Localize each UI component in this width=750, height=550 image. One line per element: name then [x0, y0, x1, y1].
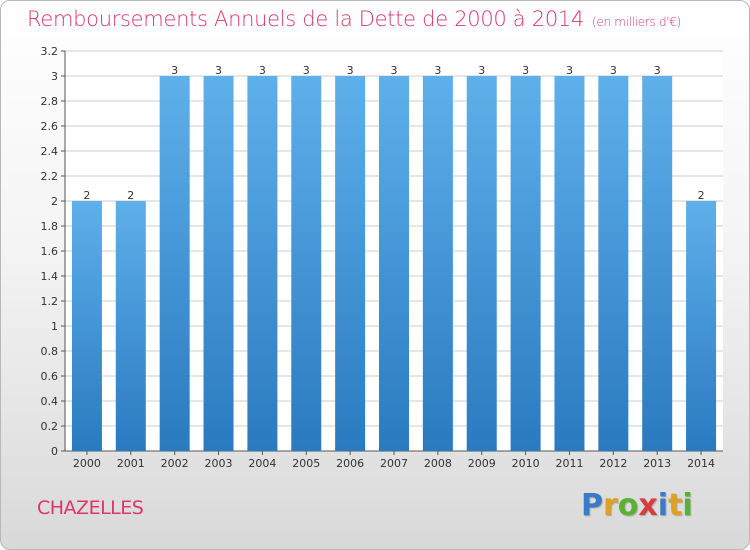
data-label-2003: 3: [215, 64, 222, 77]
y-tick-label: 0: [51, 445, 58, 458]
x-tick-label-2010: 2010: [512, 457, 540, 470]
bar-2009: [466, 76, 497, 451]
bar-2006: [335, 76, 366, 451]
y-tick-label: 0.8: [41, 345, 59, 358]
y-tick-label: 0.6: [41, 370, 59, 383]
y-tick-label: 2.2: [41, 170, 59, 183]
x-tick-label-2012: 2012: [599, 457, 627, 470]
y-tick-label: 0.4: [41, 395, 59, 408]
y-tick-label: 2.6: [41, 120, 59, 133]
y-tick-label: 1.6: [41, 245, 59, 258]
data-label-2008: 3: [434, 64, 441, 77]
bar-2003: [203, 76, 234, 451]
bar-2002: [159, 76, 190, 451]
commune-name: CHAZELLES: [37, 497, 144, 519]
bar-2013: [642, 76, 673, 451]
y-tick-label: 1.4: [41, 270, 59, 283]
bar-2010: [510, 76, 541, 451]
data-label-2011: 3: [566, 64, 573, 77]
bar-2004: [247, 76, 278, 451]
data-label-2005: 3: [303, 64, 310, 77]
data-label-2006: 3: [347, 64, 354, 77]
x-tick-label-2005: 2005: [292, 457, 320, 470]
bar-2000: [71, 201, 102, 451]
y-tick-label: 2.4: [41, 145, 59, 158]
y-tick-label: 2.8: [41, 95, 59, 108]
x-tick-label-2007: 2007: [380, 457, 408, 470]
bar-2011: [554, 76, 585, 451]
data-label-2013: 3: [654, 64, 661, 77]
x-tick-label-2004: 2004: [248, 457, 276, 470]
x-tick-label-2008: 2008: [424, 457, 452, 470]
data-label-2002: 3: [171, 64, 178, 77]
bar-2014: [686, 201, 717, 451]
y-tick-label: 1: [51, 320, 58, 333]
x-tick-label-2014: 2014: [687, 457, 715, 470]
y-tick-label: 3: [51, 70, 58, 83]
x-tick-label-2011: 2011: [555, 457, 583, 470]
y-tick-label: 0.2: [41, 420, 59, 433]
bar-2007: [379, 76, 409, 451]
x-tick-label-2001: 2001: [117, 457, 145, 470]
y-tick-label: 1.8: [41, 220, 59, 233]
bar-2001: [115, 201, 146, 451]
data-label-2010: 3: [522, 64, 529, 77]
chart-subtitle: (en milliers d'€): [592, 15, 682, 29]
data-label-2004: 3: [259, 64, 266, 77]
bar-2008: [422, 76, 453, 451]
y-tick-label: 3.2: [41, 45, 59, 58]
bar-2012: [598, 76, 629, 451]
data-label-2000: 2: [83, 189, 90, 202]
x-tick-label-2002: 2002: [161, 457, 189, 470]
proxiti-logo: Proxiti: [581, 488, 693, 523]
data-label-2009: 3: [478, 64, 485, 77]
data-label-2014: 2: [698, 189, 705, 202]
x-tick-label-2000: 2000: [73, 457, 101, 470]
chart-title-text: Remboursements Annuels de la Dette de 20…: [27, 7, 584, 31]
x-tick-label-2006: 2006: [336, 457, 364, 470]
data-label-2012: 3: [610, 64, 617, 77]
bar-2005: [291, 76, 322, 451]
data-label-2007: 3: [391, 64, 398, 77]
y-tick-label: 1.2: [41, 295, 59, 308]
data-label-2001: 2: [127, 189, 134, 202]
x-tick-label-2003: 2003: [205, 457, 233, 470]
x-tick-label-2009: 2009: [468, 457, 496, 470]
x-tick-label-2013: 2013: [643, 457, 671, 470]
y-tick-label: 2: [51, 195, 58, 208]
chart-title: Remboursements Annuels de la Dette de 20…: [27, 7, 681, 31]
